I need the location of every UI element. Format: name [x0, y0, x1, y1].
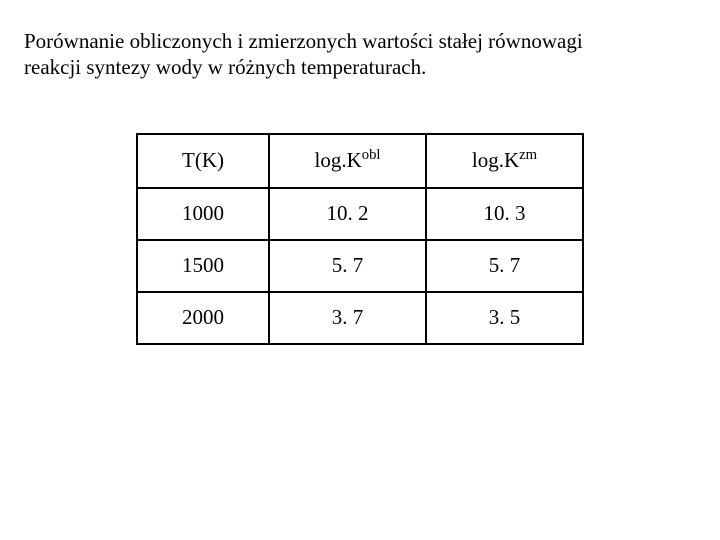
col-header-sup: obl	[362, 147, 381, 163]
cell-temperature: 2000	[137, 292, 269, 344]
table-row: 1000 10. 2 10. 3	[137, 188, 583, 240]
col-header-base: log.K	[314, 148, 361, 172]
cell-logk-zm: 5. 7	[426, 240, 583, 292]
col-header-logk-zm: log.Kzm	[426, 134, 583, 188]
data-table: T(K) log.Kobl log.Kzm 1000 10. 2 10. 3	[136, 133, 584, 345]
title-line-2: reakcji syntezy wody w różnych temperatu…	[24, 55, 426, 79]
col-header-base: log.K	[472, 148, 519, 172]
col-header-sup: zm	[519, 147, 537, 163]
table-container: T(K) log.Kobl log.Kzm 1000 10. 2 10. 3	[24, 133, 696, 345]
col-header-label: T(K)	[182, 148, 224, 172]
cell-logk-obl: 5. 7	[269, 240, 426, 292]
cell-logk-zm: 10. 3	[426, 188, 583, 240]
cell-temperature: 1000	[137, 188, 269, 240]
page-title: Porównanie obliczonych i zmierzonych war…	[24, 28, 696, 81]
cell-logk-obl: 3. 7	[269, 292, 426, 344]
page: Porównanie obliczonych i zmierzonych war…	[0, 0, 720, 345]
cell-logk-zm: 3. 5	[426, 292, 583, 344]
col-header-logk-obl: log.Kobl	[269, 134, 426, 188]
table-header-row: T(K) log.Kobl log.Kzm	[137, 134, 583, 188]
table-row: 2000 3. 7 3. 5	[137, 292, 583, 344]
title-line-1: Porównanie obliczonych i zmierzonych war…	[24, 29, 583, 53]
cell-logk-obl: 10. 2	[269, 188, 426, 240]
table-row: 1500 5. 7 5. 7	[137, 240, 583, 292]
cell-temperature: 1500	[137, 240, 269, 292]
col-header-temperature: T(K)	[137, 134, 269, 188]
